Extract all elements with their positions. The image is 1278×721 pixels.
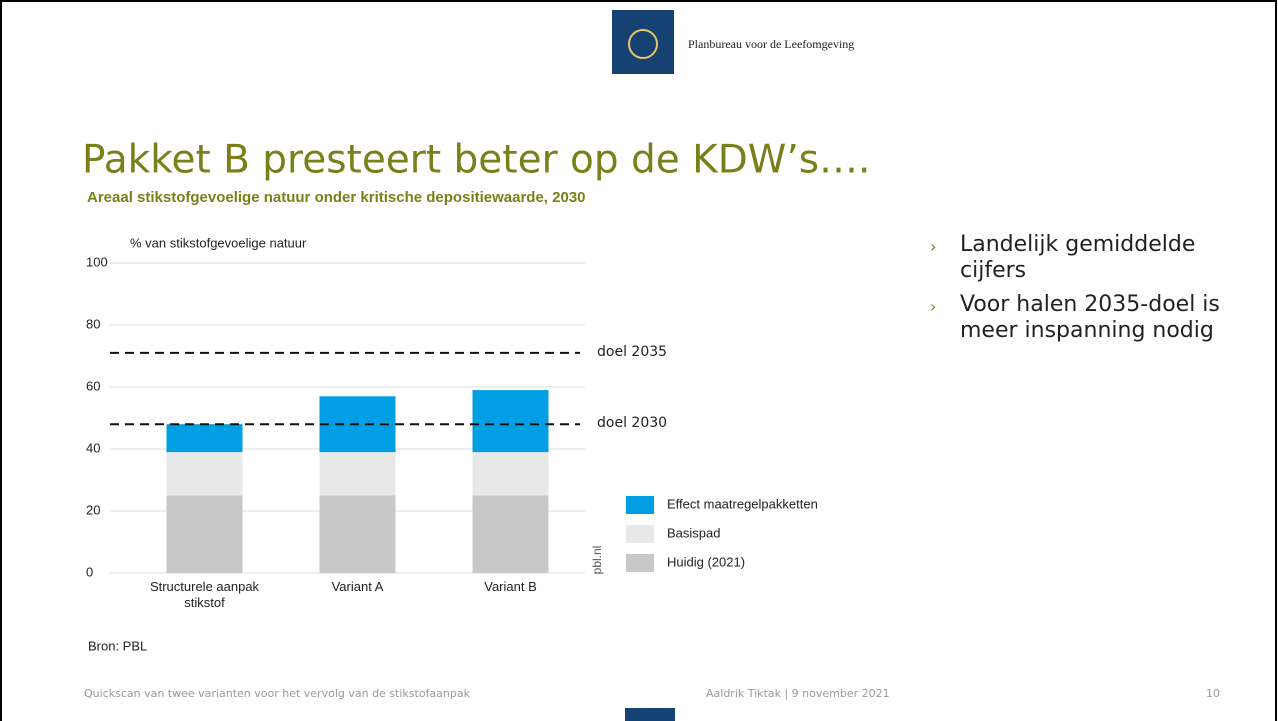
legend-label: Huidig (2021) xyxy=(667,554,745,569)
y-tick-label: 80 xyxy=(86,316,100,331)
bullet-marker: › xyxy=(930,297,937,316)
y-tick-label: 60 xyxy=(86,378,100,393)
footer-left: Quickscan van twee varianten voor het ve… xyxy=(84,687,471,700)
legend-swatch xyxy=(626,496,654,514)
bar-segment xyxy=(319,495,396,573)
slide-title: Pakket B presteert beter op de KDW’s…. xyxy=(82,138,870,183)
bullet: › Voor halen 2035-doel is meer inspanning… xyxy=(930,292,1230,344)
bullet-text: Voor halen 2035-doel is meer inspanning … xyxy=(960,292,1220,343)
bullet-list: › Landelijk gemiddelde cijfers › Voor halen… xyxy=(930,232,1230,352)
bar-segment xyxy=(472,390,549,453)
legend-swatch xyxy=(626,554,654,572)
bar-segment xyxy=(319,452,396,496)
legend-swatch xyxy=(626,525,654,543)
bar-segment xyxy=(166,495,243,573)
bar-segment xyxy=(166,424,243,453)
reference-label: doel 2035 xyxy=(597,344,667,360)
page-number: 10 xyxy=(1206,687,1220,700)
logo-emblem xyxy=(628,29,658,59)
y-tick-label: 20 xyxy=(86,502,100,517)
bar-segment xyxy=(472,495,549,573)
y-tick-label: 0 xyxy=(86,564,93,579)
y-axis-label: % van stikstofgevoelige natuur xyxy=(130,235,307,250)
x-tick-label: Variant B xyxy=(484,579,537,594)
y-tick-label: 40 xyxy=(86,440,100,455)
chart-title: Areaal stikstofgevoelige natuur onder kr… xyxy=(87,189,586,206)
footer-mark xyxy=(625,708,675,721)
reference-label: doel 2030 xyxy=(597,415,667,431)
organisation: Planbureau voor de Leefomgeving xyxy=(688,37,854,51)
bullet: › Landelijk gemiddelde cijfers xyxy=(930,232,1230,284)
y-tick-label: 100 xyxy=(86,254,108,269)
bullet-marker: › xyxy=(930,237,937,256)
x-tick-label: Structurele aanpak stikstof xyxy=(149,579,260,610)
legend-label: Effect maatregelpakketten xyxy=(667,496,818,511)
bar-segment xyxy=(472,452,549,496)
bullet-text: Landelijk gemiddelde cijfers xyxy=(960,232,1196,283)
footer-center: Aaldrik Tiktak | 9 november 2021 xyxy=(706,687,890,700)
x-tick-label: Variant A xyxy=(331,579,384,594)
watermark: pbl.nl xyxy=(590,546,604,575)
logo xyxy=(612,10,674,74)
source: Bron: PBL xyxy=(88,638,147,653)
legend-label: Basispad xyxy=(667,525,720,540)
bar-segment xyxy=(166,452,243,496)
